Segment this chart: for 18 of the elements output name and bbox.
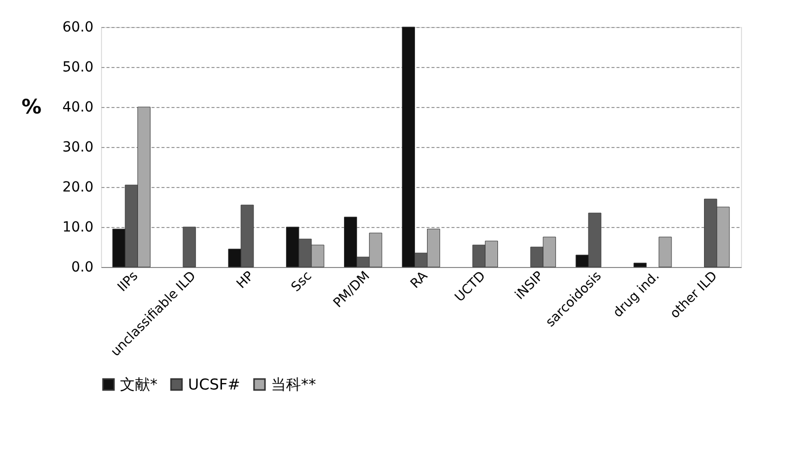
- bar: [182, 226, 196, 268]
- y-axis-title: %: [21, 94, 42, 118]
- y-tick-label: 50.0: [62, 60, 94, 76]
- legend-label: 文献*: [120, 376, 158, 394]
- x-tick-label: IIPs: [115, 268, 142, 295]
- y-tick-label: 60.0: [62, 20, 94, 36]
- x-tick-label: Ssc: [288, 268, 316, 296]
- y-tick-label: 20.0: [62, 180, 94, 196]
- bar: [634, 262, 647, 268]
- y-tick-label: 10.0: [62, 220, 94, 236]
- y-tick-label: 30.0: [62, 140, 94, 156]
- y-tick-label: 40.0: [62, 100, 94, 116]
- x-tick-label: RA: [408, 268, 431, 292]
- legend-label: 当科**: [271, 376, 316, 394]
- x-tick-label: HP: [234, 268, 258, 292]
- legend-label: UCSF#: [188, 376, 240, 394]
- y-tick-label: 0.0: [71, 260, 94, 276]
- bar: [658, 236, 672, 268]
